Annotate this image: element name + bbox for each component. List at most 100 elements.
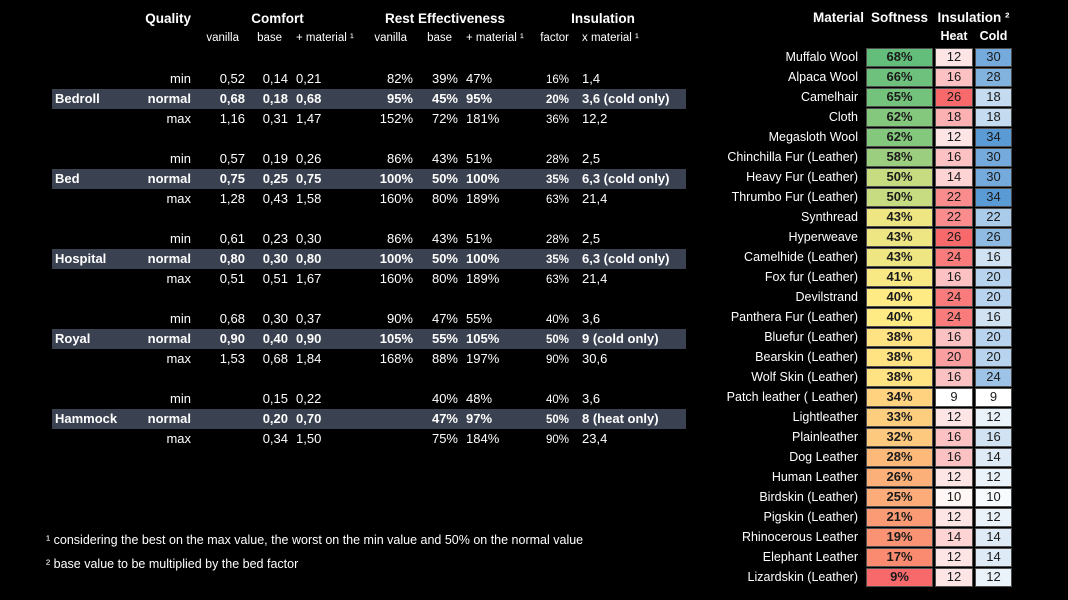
material-name: Plainleather [791, 430, 858, 444]
bed-type-cell [52, 309, 140, 331]
rest-base-cell: 80% [431, 191, 458, 206]
comfort-base-cell: 0,23 [262, 231, 288, 246]
bed-row-bedroll-min: min 0,52 0,14 0,21 82% 39% 47% 16% 1,4 [52, 69, 686, 89]
comfort-material-subheader: + material ¹ [296, 32, 354, 44]
softness-cell: 32% [866, 428, 933, 447]
material-name: Muffalo Wool [785, 50, 859, 64]
rest-base-cell: 45% [431, 91, 458, 106]
subheader-spacer [140, 30, 191, 48]
material-row: Camelhair 65% 26 18 [719, 88, 1012, 107]
softness-cell: 33% [866, 408, 933, 427]
rest-material-cell: 55% [466, 311, 493, 326]
material-header: Material [812, 10, 864, 25]
softness-cell: 17% [866, 548, 933, 567]
cold-insulation-cell: 18 [975, 88, 1012, 107]
material-name: Fox fur (Leather) [764, 270, 858, 284]
rest-base-cell: 43% [431, 231, 458, 246]
factor-cell: 50% [545, 334, 569, 346]
rest-vanilla-cell: 168% [379, 351, 413, 366]
rest-base-cell: 75% [431, 431, 458, 446]
comfort-base-cell: 0,30 [262, 251, 288, 266]
insulation-cell: 8 (heat only) [582, 411, 659, 426]
comfort-vanilla-cell: 0,90 [219, 331, 245, 346]
insulation-cell: 3,6 [582, 391, 601, 406]
factor-cell: 28% [545, 234, 569, 246]
comfort-material-cell: 1,47 [296, 111, 322, 126]
cold-insulation-cell: 30 [975, 168, 1012, 187]
material-row: Elephant Leather 17% 12 14 [719, 548, 1012, 567]
heat-insulation-cell: 16 [935, 148, 973, 167]
material-name: Alpaca Wool [788, 70, 858, 84]
comfort-vanilla-cell: 0,68 [219, 311, 245, 326]
comfort-material-cell: 0,68 [296, 91, 322, 106]
material-name: Hyperweave [788, 230, 858, 244]
bed-type-cell [52, 269, 140, 291]
quality-cell: normal [147, 411, 191, 426]
material-table-subheader-row: Heat Cold [719, 28, 1012, 46]
bed-row-hammock-normal: Hammock normal 0,20 0,70 47% 97% 50% 8 (heat on… [52, 409, 686, 429]
cold-insulation-cell: 20 [975, 328, 1012, 347]
heat-insulation-cell: 26 [935, 88, 973, 107]
rest-base-cell: 80% [431, 271, 458, 286]
quality-header: Quality [145, 11, 191, 26]
rest-vanilla-cell [330, 389, 413, 411]
comfort-material-cell: 1,84 [296, 351, 322, 366]
rest-base-cell: 47% [431, 311, 458, 326]
material-row: Synthread 43% 22 22 [719, 208, 1012, 227]
rest-vanilla-cell: 105% [379, 331, 413, 346]
factor-cell: 16% [545, 74, 569, 86]
bed-type-cell [52, 229, 140, 251]
material-name: Panthera Fur (Leather) [730, 310, 858, 324]
material-row: Chinchilla Fur (Leather) 58% 16 30 [719, 148, 1012, 167]
quality-cell: max [166, 191, 191, 206]
cold-insulation-cell: 30 [975, 148, 1012, 167]
cold-insulation-cell: 12 [975, 468, 1012, 487]
softness-cell: 50% [866, 188, 933, 207]
heat-insulation-cell: 16 [935, 268, 973, 287]
insulation-cell: 2,5 [582, 231, 601, 246]
heat-insulation-cell: 22 [935, 188, 973, 207]
rest-vanilla-cell: 100% [379, 251, 413, 266]
bed-type-cell [52, 149, 140, 171]
factor-subheader: factor [540, 32, 569, 44]
rest-material-cell: 105% [466, 331, 500, 346]
bed-type-cell [52, 349, 140, 371]
insulation-cell: 21,4 [582, 271, 608, 286]
material-table-body: Muffalo Wool 68% 12 30 Alpaca Wool 66% 16 28 Cam… [719, 48, 1012, 587]
softness-cell: 65% [866, 88, 933, 107]
factor-cell: 40% [545, 394, 569, 406]
material-row: Bearskin (Leather) 38% 20 20 [719, 348, 1012, 367]
rest-vanilla-cell: 82% [386, 71, 413, 86]
material-row: Devilstrand 40% 24 20 [719, 288, 1012, 307]
comfort-material-cell: 0,75 [296, 171, 322, 186]
comfort-vanilla-cell: 1,16 [219, 111, 245, 126]
comfort-material-cell: 1,67 [296, 271, 322, 286]
material-row: Pigskin (Leather) 21% 12 12 [719, 508, 1012, 527]
rest-effectiveness-header: Rest Effectiveness [384, 11, 506, 26]
factor-cell: 35% [545, 254, 569, 266]
quality-cell: normal [147, 251, 191, 266]
material-name: Pigskin (Leather) [763, 510, 859, 524]
heat-insulation-cell: 12 [935, 508, 973, 527]
comfort-base-cell: 0,43 [262, 191, 288, 206]
rest-vanilla-cell: 86% [386, 151, 413, 166]
softness-cell: 43% [866, 208, 933, 227]
softness-cell: 28% [866, 448, 933, 467]
footnote-2: ² base value to be multiplied by the bed… [46, 557, 299, 571]
cold-insulation-cell: 34 [975, 188, 1012, 207]
comfort-base-cell: 0,31 [262, 111, 288, 126]
cold-insulation-cell: 34 [975, 128, 1012, 147]
comfort-base-cell: 0,18 [262, 91, 288, 106]
material-row: Fox fur (Leather) 41% 16 20 [719, 268, 1012, 287]
softness-cell: 26% [866, 468, 933, 487]
material-row: Human Leather 26% 12 12 [719, 468, 1012, 487]
rest-material-cell: 189% [466, 271, 500, 286]
heat-insulation-cell: 12 [935, 568, 973, 587]
material-name: Bluefur (Leather) [764, 330, 858, 344]
comfort-vanilla-cell [191, 409, 245, 431]
insulation-cell: 23,4 [582, 431, 608, 446]
rest-material-cell: 100% [466, 251, 500, 266]
comfort-base-cell: 0,68 [262, 351, 288, 366]
insulation-cell: 6,3 (cold only) [582, 251, 670, 266]
insulation-cell: 30,6 [582, 351, 608, 366]
